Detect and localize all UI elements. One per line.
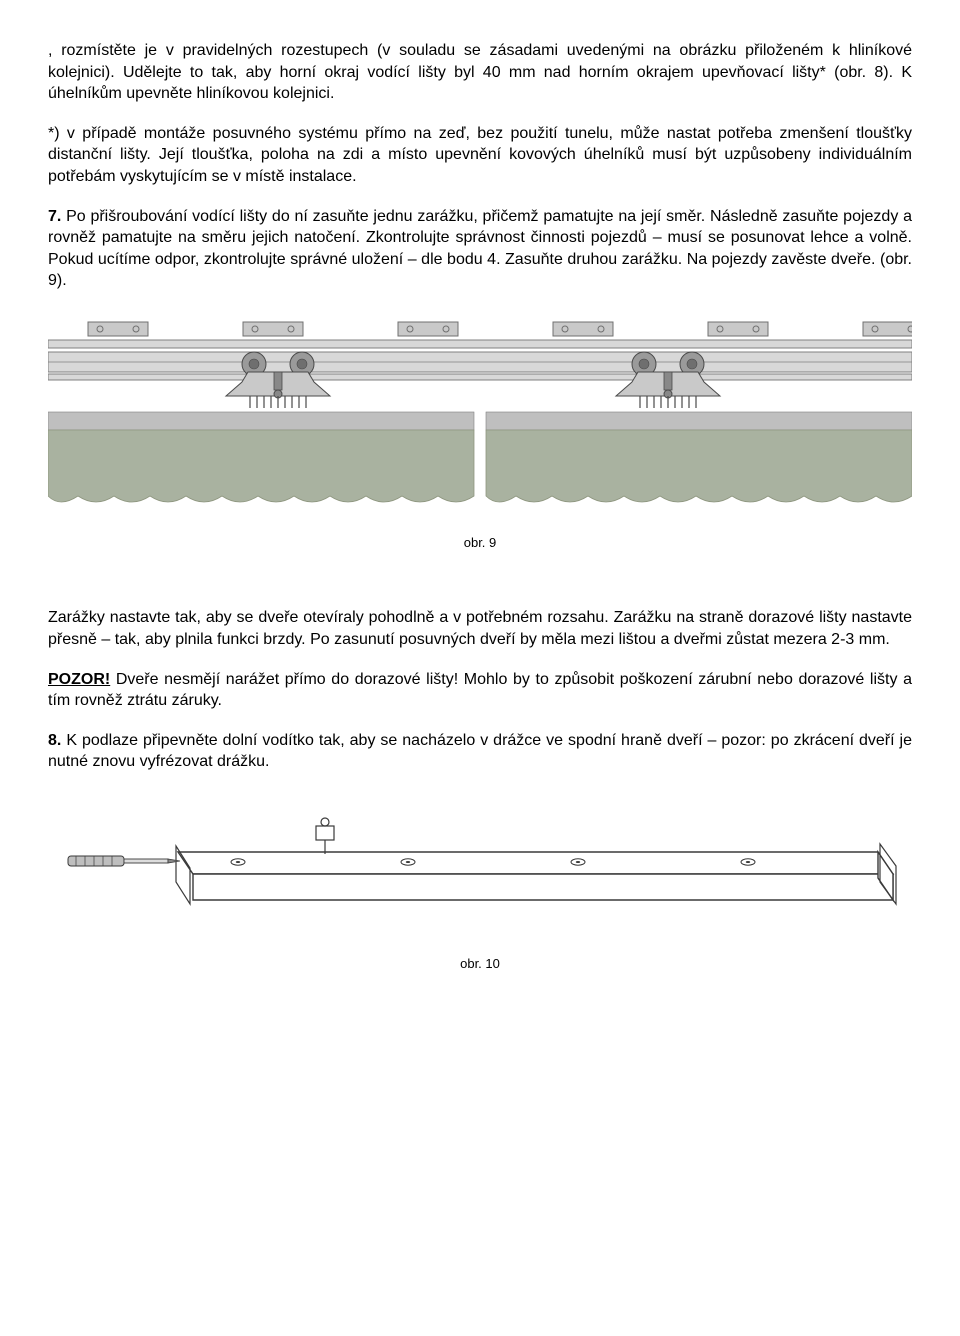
paragraph-6-text: K podlaze připevněte dolní vodítko tak, … [48,732,912,771]
paragraph-4: Zarážky nastavte tak, aby se dveře oteví… [48,607,912,650]
figure-10 [48,797,912,947]
figure-9 [48,316,912,526]
paragraph-3: 7. Po přišroubování vodící lišty do ní z… [48,206,912,292]
paragraph-5-warning: POZOR! Dveře nesmějí narážet přímo do do… [48,669,912,712]
figure-10-caption: obr. 10 [48,955,912,973]
step-number-8: 8. [48,732,61,749]
figure-9-caption: obr. 9 [48,534,912,552]
paragraph-5-text: Dveře nesmějí narážet přímo do dorazové … [48,671,912,710]
warning-label: POZOR! [48,671,110,688]
paragraph-2-footnote: *) v případě montáže posuvného systému p… [48,123,912,188]
paragraph-6: 8. K podlaze připevněte dolní vodítko ta… [48,730,912,773]
step-number-7: 7. [48,208,61,225]
paragraph-1: , rozmístěte je v pravidelných rozestupe… [48,40,912,105]
paragraph-3-text: Po přišroubování vodící lišty do ní zasu… [48,208,912,290]
